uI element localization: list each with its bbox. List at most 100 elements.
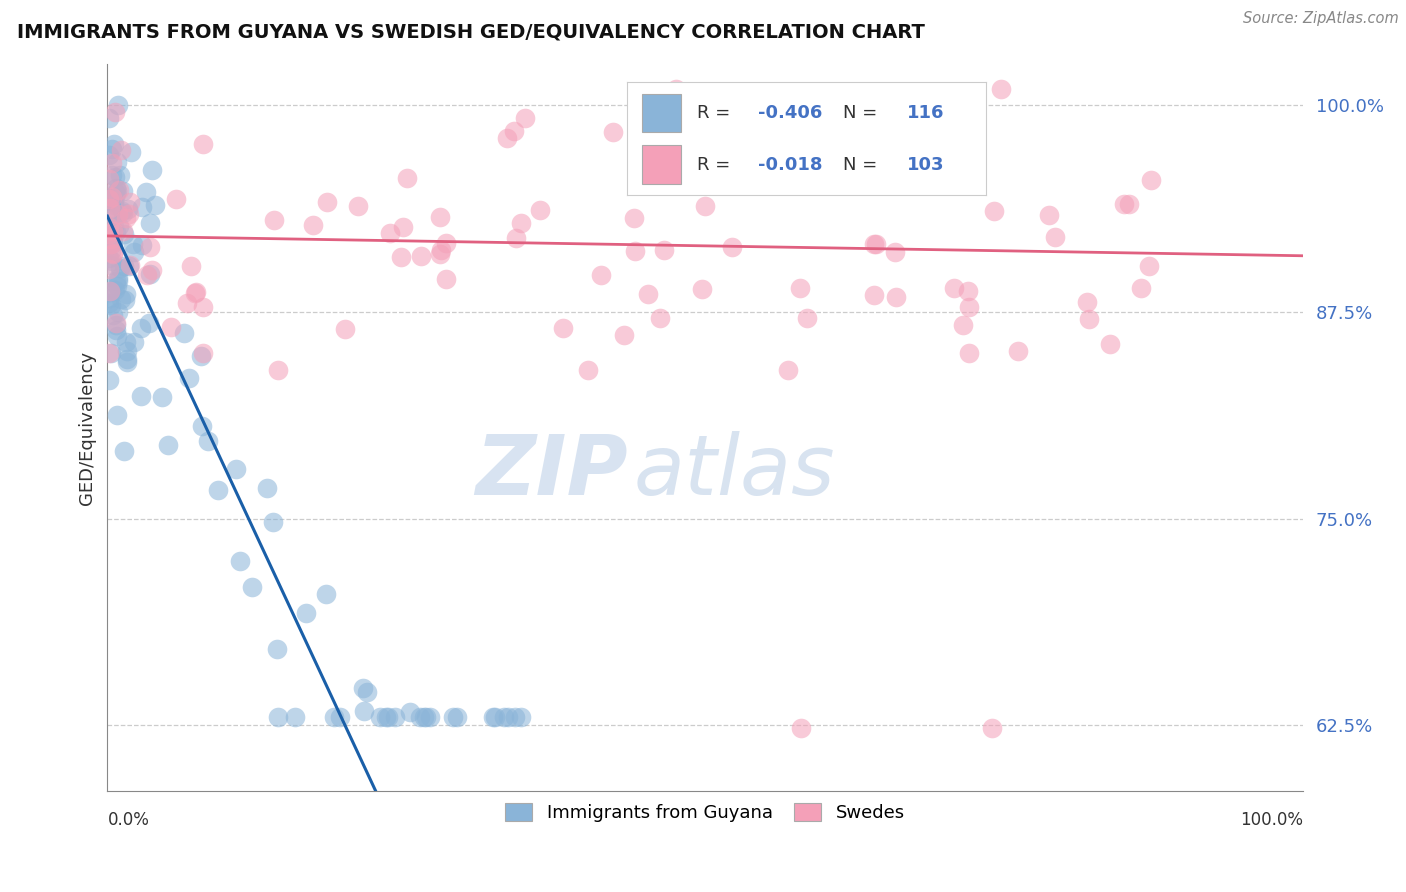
Point <box>721 240 744 254</box>
Point <box>197 434 219 449</box>
Point <box>104 316 127 330</box>
Point <box>165 192 187 206</box>
Point <box>110 143 132 157</box>
Point <box>104 283 127 297</box>
Point <box>589 268 612 282</box>
Point <box>207 483 229 497</box>
Point <box>624 244 647 258</box>
Point <box>97 219 120 234</box>
Point <box>118 194 141 209</box>
Point <box>430 243 453 257</box>
Point <box>97 172 120 186</box>
Point <box>105 180 128 194</box>
Point <box>111 203 134 218</box>
Point <box>115 352 138 367</box>
Point <box>108 261 131 276</box>
Point <box>392 219 415 234</box>
Point <box>122 335 145 350</box>
Point <box>114 259 136 273</box>
Point <box>101 224 124 238</box>
Point <box>352 681 374 696</box>
Point <box>302 218 325 232</box>
Point <box>105 184 128 198</box>
Point <box>384 710 406 724</box>
Point <box>101 253 124 268</box>
Point <box>990 82 1012 96</box>
Point <box>115 211 138 226</box>
Point <box>1137 259 1160 273</box>
Point <box>98 252 121 266</box>
Point <box>1099 337 1122 351</box>
Point <box>150 390 173 404</box>
Point <box>104 169 127 184</box>
Point <box>101 142 124 156</box>
Point <box>502 124 524 138</box>
Point <box>409 710 432 724</box>
Point <box>256 481 278 495</box>
Point <box>191 137 214 152</box>
Point <box>368 710 391 724</box>
Point <box>429 210 451 224</box>
Point <box>374 710 396 724</box>
Point <box>267 710 290 724</box>
Point <box>157 438 180 452</box>
Point <box>104 209 127 223</box>
Point <box>267 363 290 377</box>
Point <box>180 260 202 274</box>
Point <box>184 285 207 300</box>
Point <box>652 244 675 258</box>
Point <box>184 285 207 299</box>
Point <box>295 606 318 620</box>
Point <box>100 346 122 360</box>
Point <box>103 197 125 211</box>
Point <box>263 212 285 227</box>
Point <box>97 373 120 387</box>
Point <box>97 192 120 206</box>
Point <box>160 320 183 334</box>
Point <box>131 200 153 214</box>
Point <box>101 309 124 323</box>
Point <box>104 190 127 204</box>
Text: 0.0%: 0.0% <box>107 811 149 829</box>
Point <box>942 281 965 295</box>
Point <box>100 258 122 272</box>
Point <box>849 168 872 182</box>
Point <box>503 710 526 724</box>
Point <box>110 168 132 182</box>
Point <box>1076 294 1098 309</box>
Point <box>101 189 124 203</box>
Point <box>107 219 129 233</box>
Text: atlas: atlas <box>633 431 835 512</box>
Point <box>129 389 152 403</box>
Point <box>863 237 886 252</box>
Point <box>865 237 887 252</box>
Point <box>101 169 124 183</box>
Point <box>191 300 214 314</box>
Point <box>115 343 138 358</box>
Point <box>103 202 125 216</box>
Point <box>101 235 124 250</box>
Point <box>952 318 974 332</box>
Point <box>107 274 129 288</box>
Point <box>103 219 125 233</box>
Point <box>602 125 624 139</box>
Point <box>553 321 575 335</box>
Point <box>135 268 157 282</box>
Point <box>98 285 121 299</box>
Point <box>333 322 356 336</box>
Legend: Immigrants from Guyana, Swedes: Immigrants from Guyana, Swedes <box>498 797 912 830</box>
Point <box>101 245 124 260</box>
Point <box>482 710 505 724</box>
Point <box>441 710 464 724</box>
Point <box>124 244 146 259</box>
Point <box>576 363 599 377</box>
Point <box>104 105 127 120</box>
Point <box>107 305 129 319</box>
Point <box>98 261 121 276</box>
Point <box>112 444 135 458</box>
Point <box>262 515 284 529</box>
Point <box>496 131 519 145</box>
Point <box>415 710 437 724</box>
Point <box>176 296 198 310</box>
Point <box>97 148 120 162</box>
